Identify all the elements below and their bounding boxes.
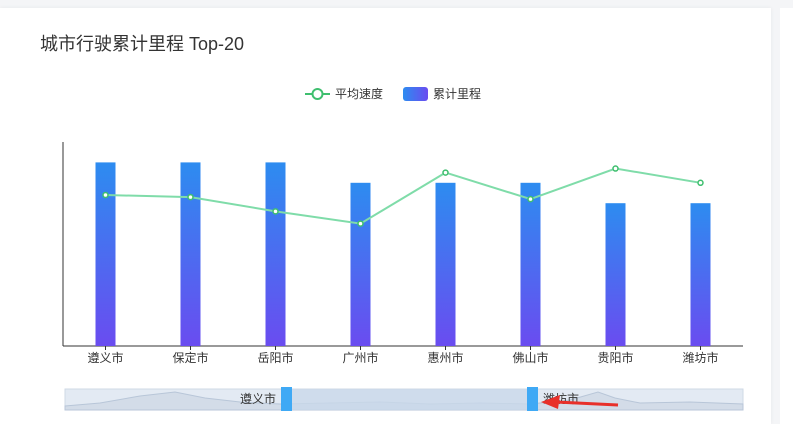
arrow-shaft xyxy=(555,400,619,407)
x-tick-label: 惠州市 xyxy=(427,350,463,365)
bar-1[interactable] xyxy=(95,162,116,346)
speed-point-7[interactable] xyxy=(612,165,619,172)
speed-point-1[interactable] xyxy=(102,191,109,199)
bar-6[interactable] xyxy=(520,182,541,346)
legend-line-marker xyxy=(311,88,324,100)
x-tick-label: 岳阳市 xyxy=(257,350,293,365)
bar-5[interactable] xyxy=(435,182,456,346)
speed-point-2[interactable] xyxy=(187,193,194,201)
speed-point-5[interactable] xyxy=(442,169,449,176)
speed-point-3[interactable] xyxy=(272,208,279,215)
speed-point-8[interactable] xyxy=(697,179,704,187)
legend-item-line[interactable]: 平均速度 xyxy=(305,86,383,101)
bar-7[interactable] xyxy=(605,203,626,346)
x-tick-label: 保定市 xyxy=(172,350,208,365)
x-tick-label: 潍坊市 xyxy=(682,350,718,365)
side-panel xyxy=(780,8,793,424)
bar-2[interactable] xyxy=(180,162,201,346)
speed-point-6[interactable] xyxy=(527,195,534,203)
zoom-handle-right[interactable] xyxy=(527,387,538,411)
x-tick-label: 佛山市 xyxy=(512,350,548,365)
x-tick-labels: 遵义市 保定市 岳阳市 广州市 惠州市 佛山市 贵阳市 潍坊市 xyxy=(87,346,719,365)
zoom-handle-left[interactable] xyxy=(281,387,292,411)
speed-point-4[interactable] xyxy=(357,220,364,227)
chart-card xyxy=(0,8,771,424)
bar-3[interactable] xyxy=(265,162,286,346)
chart-title: 城市行驶累计里程 Top-20 xyxy=(40,34,245,54)
zoom-selected-range[interactable] xyxy=(286,389,532,410)
legend-item-bar[interactable]: 累计里程 xyxy=(403,86,481,101)
speed-line xyxy=(102,165,704,227)
bars xyxy=(95,162,711,346)
arrow-head-icon xyxy=(541,395,560,409)
legend-bar-label: 累计里程 xyxy=(433,86,481,101)
annotation-arrow xyxy=(541,395,619,409)
legend-bar-swatch xyxy=(403,87,428,101)
data-zoom-slider[interactable]: 遵义市 潍坊市 xyxy=(64,387,744,411)
bar-4[interactable] xyxy=(350,182,371,346)
bar-8[interactable] xyxy=(690,203,711,346)
x-tick-label: 广州市 xyxy=(342,350,378,365)
zoom-start-label: 遵义市 xyxy=(240,391,276,406)
legend-line-label: 平均速度 xyxy=(335,86,383,101)
speed-line-path xyxy=(105,167,701,225)
legend[interactable]: 平均速度 累计里程 xyxy=(305,86,481,101)
x-tick-label: 贵阳市 xyxy=(597,350,633,365)
x-tick-label: 遵义市 xyxy=(87,350,123,365)
